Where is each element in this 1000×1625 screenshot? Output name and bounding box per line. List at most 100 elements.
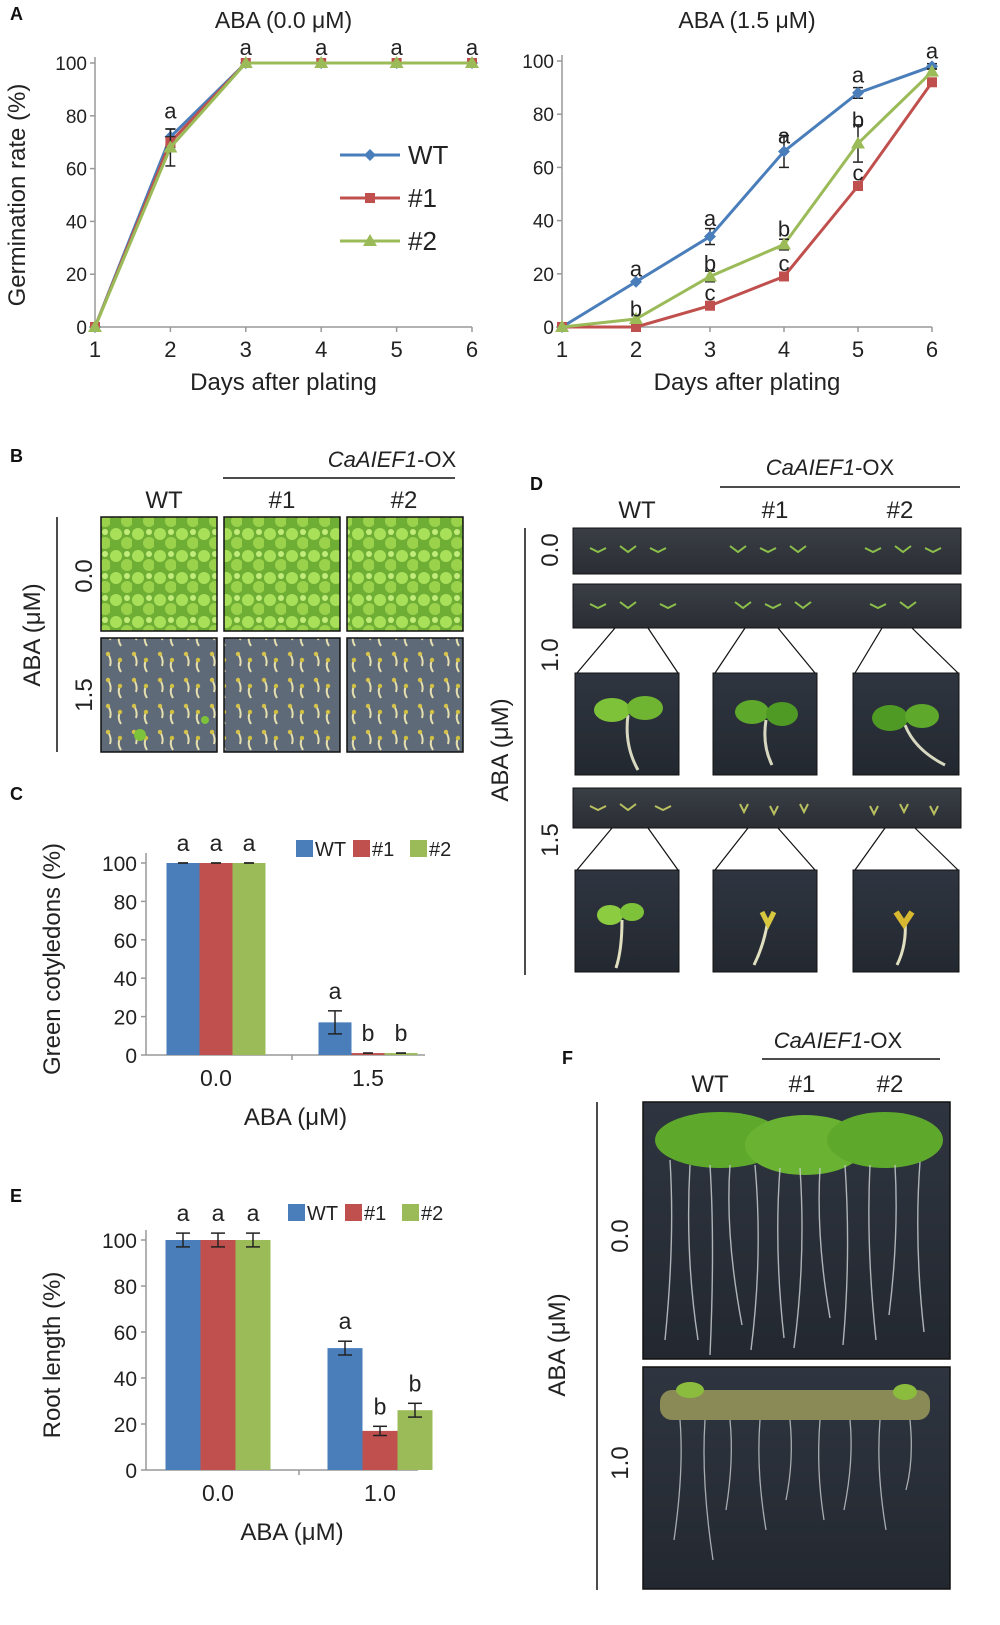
y-tick-label: 20	[114, 1414, 137, 1437]
legend-marker-wt	[364, 149, 376, 161]
data-point-line1	[705, 300, 715, 311]
x-axis-label: ABA (μM)	[244, 1104, 347, 1131]
significance-letter: b	[362, 1020, 375, 1046]
bar-line2-1.0	[397, 1410, 433, 1470]
significance-letter: b	[704, 251, 716, 276]
legend-entry: WT	[307, 1203, 338, 1225]
x-tick-label: 6	[466, 337, 478, 362]
y-tick-label: 0	[125, 1045, 137, 1068]
plate-wt-aba	[100, 637, 218, 753]
x-tick-label: 3	[240, 337, 252, 362]
chart-title: ABA (0.0 μM)	[215, 7, 352, 33]
series-line-line2	[93, 61, 472, 328]
panel-label-d: D	[530, 474, 543, 494]
legend-entry: #1	[372, 839, 394, 861]
y-tick-label: 80	[66, 107, 87, 128]
data-point-line2	[703, 269, 717, 282]
data-point-wt	[778, 145, 790, 158]
root-plate-aba-shoots	[660, 1382, 930, 1561]
panel-d-col-wt: WT	[618, 497, 656, 524]
strip-control-seedlings	[589, 545, 942, 554]
germination-chart-aba: ABA (1.5 μM) 0 20 40 60 80 100 1 2 3 4 5 6 Days after…	[522, 7, 939, 396]
y-axis-label: Germination rate (%)	[4, 84, 31, 307]
significance-letter: a	[243, 830, 256, 856]
data-point-line2	[925, 64, 939, 77]
strip-aba-2	[572, 787, 962, 829]
bar-WT-0.0	[165, 1240, 201, 1470]
significance-letter: b	[395, 1020, 408, 1046]
data-point-line2	[629, 312, 643, 325]
significance-letter: a	[177, 1200, 190, 1226]
zoom-lines-aba-1	[576, 627, 959, 674]
bar-line2-1.5	[384, 1053, 418, 1055]
panel-f-row-1: 1.0	[607, 1446, 634, 1479]
significance-letter: a	[164, 99, 177, 124]
series-line-WT	[561, 64, 933, 329]
zoom-line2-aba-1	[852, 672, 960, 776]
significance-letter: b	[852, 108, 864, 133]
y-tick-label: 0	[125, 1460, 137, 1483]
significance-letter: a	[329, 978, 342, 1004]
series-line-line1	[562, 81, 934, 329]
y-tick-label: 40	[114, 968, 137, 991]
significance-letter: a	[630, 256, 643, 281]
panel-d-col-line1: #1	[762, 497, 789, 524]
legend-swatch	[288, 1204, 305, 1221]
panel-d-photos: CaAIEF1-OX WT #1 #2 ABA (μM) 0.0 1.0 1.5	[487, 455, 962, 975]
panel-d-row-1: 1.0	[537, 638, 564, 671]
x-tick-label: 1.0	[364, 1480, 396, 1506]
x-tick-label: 2	[630, 337, 642, 362]
plate-line2-aba	[346, 637, 464, 753]
panel-b-row-1: 1.5	[71, 678, 98, 711]
y-tick-label: 20	[66, 265, 87, 286]
x-tick-label: 0.0	[200, 1065, 232, 1091]
data-point-line1	[779, 271, 789, 282]
significance-letter: b	[630, 296, 642, 321]
significance-letter: b	[409, 1370, 422, 1396]
legend-entry: #1	[364, 1203, 386, 1225]
data-point-line2	[389, 56, 404, 68]
x-tick-label: 1	[556, 337, 568, 362]
y-axis-label: Green cotyledons (%)	[39, 843, 66, 1075]
y-tick-label: 100	[102, 853, 137, 876]
bar-line1-0.0	[199, 863, 233, 1055]
root-plate-control-shoots	[655, 1112, 943, 1356]
panel-d-aba-axis: ABA (μM)	[487, 698, 514, 801]
legend-entry: #2	[429, 839, 451, 861]
legend-entry: WT	[315, 839, 346, 861]
zoom-aba-1-seedlings	[594, 696, 946, 771]
significance-letter: a	[315, 35, 328, 60]
panel-label-f: F	[562, 1048, 573, 1068]
x-tick-label: 3	[704, 337, 716, 362]
y-tick-label: 0	[76, 318, 87, 339]
data-point-line2	[163, 140, 178, 153]
bar-line1-0.0	[200, 1240, 236, 1470]
y-tick-label: 60	[114, 1322, 137, 1345]
significance-letter: a	[926, 38, 939, 63]
y-tick-label: 80	[114, 1276, 137, 1299]
panel-b-col-line2: #2	[391, 487, 418, 514]
zoom-aba-2-seedlings	[597, 903, 915, 969]
zoom-lines-aba-2	[576, 827, 959, 871]
legend-entry: #2	[421, 1203, 443, 1225]
panel-label-b: B	[10, 446, 23, 466]
panel-f-row-0: 0.0	[607, 1219, 634, 1252]
x-tick-label: 4	[315, 337, 327, 362]
panel-d-transgene-header: CaAIEF1-OX	[766, 455, 895, 480]
bar-WT-1.0	[327, 1348, 363, 1470]
bar-line1-1.5	[351, 1053, 385, 1055]
panel-f-transgene-header: CaAIEF1-OX	[774, 1028, 903, 1053]
y-tick-label: 80	[114, 891, 137, 914]
panel-f-photos: CaAIEF1-OX WT #1 #2 ABA (μM) 0.0 1.0	[544, 1028, 951, 1590]
x-tick-label: 5	[390, 337, 402, 362]
panel-d-row-2: 1.5	[537, 823, 564, 856]
x-tick-label: 6	[926, 337, 938, 362]
y-tick-label: 40	[66, 212, 87, 233]
significance-letter: c	[779, 251, 790, 276]
y-tick-label: 60	[66, 160, 87, 181]
data-point-line2	[314, 56, 329, 68]
significance-letter: a	[852, 62, 865, 87]
plate-wt-aba-green-seedling	[134, 729, 146, 741]
